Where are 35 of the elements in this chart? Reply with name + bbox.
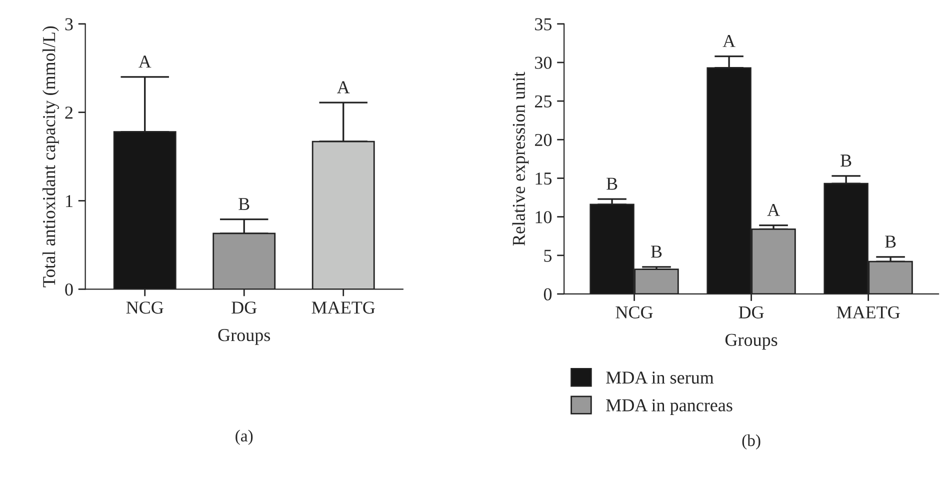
text: (a) [236, 430, 253, 445]
text: (b) [742, 434, 760, 450]
y-tick-label: 10 [536, 211, 552, 224]
annotation: B [238, 198, 250, 210]
x-tick-label: NCG [616, 306, 653, 318]
annotation: B [651, 246, 662, 258]
x-axis-title: Groups [725, 334, 778, 350]
annotation: A [138, 56, 152, 68]
annotation: A [337, 81, 350, 94]
y-tick-label: 1 [66, 195, 72, 208]
x-tick-label: MAETG [312, 302, 375, 314]
y-axis-title: Total antioxidant capacity (mmol/L) [42, 26, 59, 288]
annotation: B [885, 236, 896, 248]
x-tick-label: DG [232, 302, 257, 314]
y-tick-label: 5 [544, 250, 552, 262]
y-tick-label: 30 [535, 56, 552, 69]
annotation: B [606, 178, 618, 190]
legend-label: MDA in serum [606, 372, 714, 384]
x-axis-title: Groups [218, 329, 270, 345]
annotation: A [767, 204, 780, 216]
x-tick-label: NCG [126, 302, 164, 314]
x-tick-label: DG [738, 306, 764, 318]
y-tick-label: 0 [544, 288, 552, 300]
y-tick-label: 0 [65, 283, 73, 296]
annotation: A [722, 34, 736, 47]
y-tick-label: 2 [65, 106, 73, 119]
y-tick-label: 20 [534, 134, 552, 146]
y-tick-label: 3 [65, 18, 73, 30]
y-tick-label: 15 [536, 172, 552, 185]
y-tick-label: 35 [535, 18, 552, 30]
x-tick-label: MAETG [836, 306, 900, 318]
annotation: B [840, 154, 852, 167]
legend-label: MDA in pancreas [606, 399, 732, 416]
y-axis-title: Relative expression unit [512, 72, 529, 246]
y-tick-label: 25 [534, 95, 552, 108]
